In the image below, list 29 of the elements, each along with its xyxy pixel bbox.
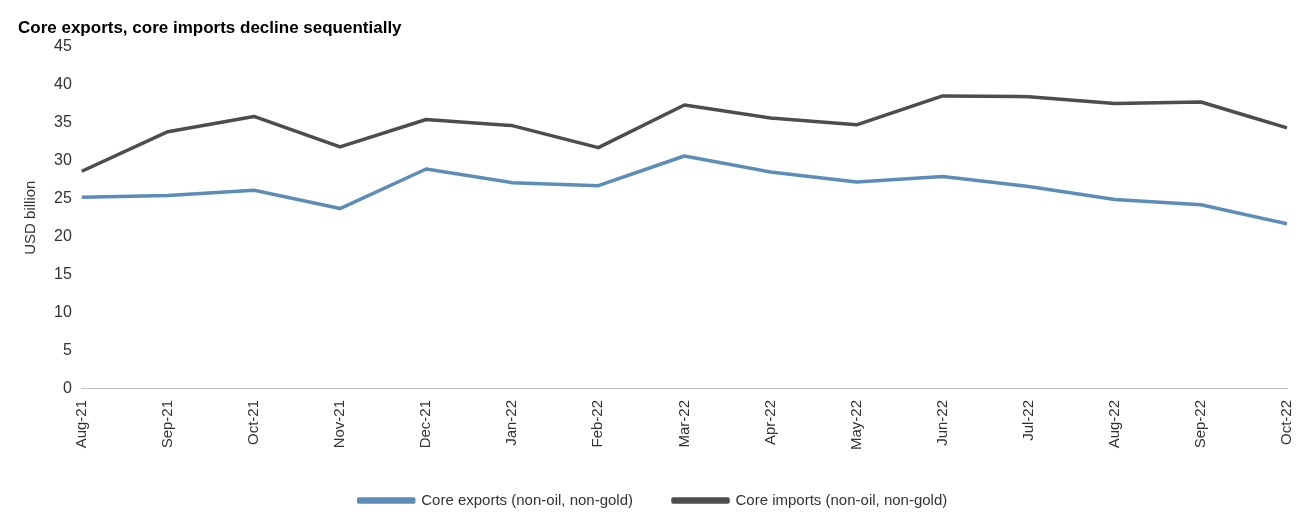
x-tick-label: Aug-21 (71, 399, 89, 449)
x-tick-label: Oct-21 (244, 399, 262, 445)
y-tick-label: 0 (62, 379, 72, 397)
x-tick-label: Jan-22 (502, 399, 520, 446)
x-tick-label: Jun-22 (932, 399, 950, 446)
y-tick-label: 20 (54, 227, 72, 245)
chart-title: Core exports, core imports decline sequentially (18, 17, 403, 37)
y-tick-label: 25 (54, 189, 72, 207)
x-tick-label: Apr-22 (760, 399, 778, 446)
x-tick-label: Sep-21 (158, 399, 176, 449)
x-tick-label: Oct-22 (1277, 399, 1295, 445)
x-tick-label: Feb-22 (588, 399, 606, 448)
y-tick-label: 35 (54, 112, 72, 130)
legend-label: Core exports (non-oil, non-gold) (421, 490, 634, 508)
y-tick-label: 5 (62, 341, 72, 359)
y-tick-label: 45 (54, 36, 72, 54)
x-tick-label: Jul-22 (1018, 399, 1036, 441)
y-tick-label: 30 (54, 151, 72, 168)
x-tick-label: Dec-21 (416, 399, 434, 449)
x-tick-label: Sep-22 (1191, 399, 1209, 449)
y-tick-label: 40 (54, 74, 72, 92)
x-tick-label: Mar-22 (674, 399, 692, 448)
y-tick-label: 15 (54, 265, 72, 283)
y-axis-title: USD billion (21, 180, 39, 255)
y-tick-label: 10 (54, 303, 72, 321)
x-tick-label: Aug-22 (1104, 399, 1122, 449)
x-tick-label: May-22 (846, 399, 864, 451)
legend-label: Core imports (non-oil, non-gold) (735, 490, 948, 508)
x-tick-label: Nov-21 (330, 399, 348, 449)
